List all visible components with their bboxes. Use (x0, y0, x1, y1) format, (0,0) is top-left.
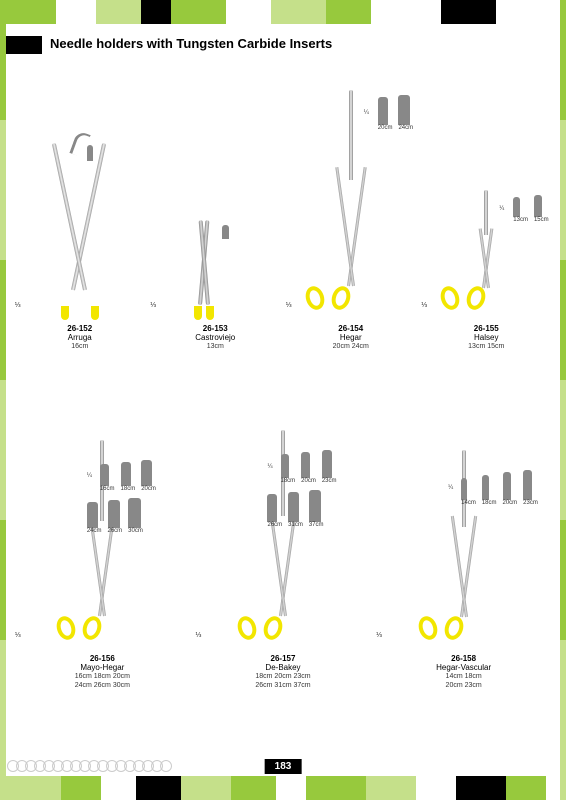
product-sizes: 16cm 18cm 20cm24cm 26cm 30cm (75, 672, 130, 690)
product-sizes: 18cm 20cm 23cm26cm 31cm 37cm (255, 672, 310, 690)
product-code: 26-152 (67, 324, 92, 333)
page-number: 183 (265, 759, 302, 774)
product-row-1: ⅓26-152Arruga16cm ⅓26-153Castroviejo13cm… (12, 70, 554, 380)
product-name: Arruga (68, 333, 92, 342)
tip-profile-inset (222, 225, 229, 239)
tip-ratio: ¼ (499, 206, 504, 212)
product-name: Hegar (340, 333, 362, 342)
instrument-illustration (192, 220, 238, 320)
product-code: 26-154 (338, 324, 363, 333)
product-code: 26-157 (271, 654, 296, 663)
scale-ratio: ⅓ (15, 632, 21, 639)
right-border (560, 0, 566, 800)
product-code: 26-153 (203, 324, 228, 333)
product-name: Hegar-Vascular (436, 663, 491, 672)
product-sizes: 20cm 24cm (333, 342, 369, 351)
product-code: 26-156 (90, 654, 115, 663)
product-name: De-Bakey (265, 663, 300, 672)
tip-profile-inset: ¼18cm20cm23cm26cm31cm37cm (267, 450, 336, 528)
tip-profile-inset: ¼13cm15cm (499, 195, 548, 223)
tip-ratio: ¼ (364, 110, 369, 116)
scale-ratio: ⅓ (150, 302, 156, 309)
tip-profile-inset: ¼16cm18cm20cm24cm26cm30cm (87, 460, 156, 534)
product-name: Halsey (474, 333, 498, 342)
product-sizes: 14cm 18cm20cm 23cm (446, 672, 482, 690)
product-26-158: ⅓ ¼14cm18cm20cm23cm 26-158Hegar-Vascular14… (376, 390, 551, 730)
tip-profile-inset (87, 145, 93, 161)
product-sizes: 13cm (207, 342, 224, 351)
tip-profile-inset: ¼14cm18cm20cm23cm (448, 470, 538, 506)
product-26-153: ⅓ 26-153Castroviejo13cm (150, 70, 280, 380)
title-accent-bar (6, 36, 42, 54)
catalog-area: ⅓26-152Arruga16cm ⅓26-153Castroviejo13cm… (12, 70, 554, 760)
decorative-circles (10, 760, 172, 772)
scale-ratio: ⅓ (15, 302, 21, 309)
product-26-155: ⅓ ¼13cm15cm 26-155Halsey13cm 15cm (421, 70, 551, 380)
bottom-decoration (6, 776, 560, 800)
product-code: 26-158 (451, 654, 476, 663)
product-sizes: 13cm 15cm (468, 342, 504, 351)
scale-ratio: ⅓ (286, 302, 292, 309)
product-name: Castroviejo (195, 333, 235, 342)
product-26-152: ⅓ 26-152Arruga16cm (15, 70, 145, 380)
product-26-154: ⅓ ¼20cm24cm 26-154Hegar20cm 24cm (286, 70, 416, 380)
top-decoration (6, 0, 560, 24)
product-26-156: ⅓ ¼16cm18cm20cm24cm26cm30cm 26-156Mayo-Heg… (15, 390, 190, 730)
product-row-2: ⅓ ¼16cm18cm20cm24cm26cm30cm 26-156Mayo-Heg… (12, 390, 554, 730)
scale-ratio: ⅓ (421, 302, 427, 309)
scale-ratio: ⅓ (376, 632, 382, 639)
page-title: Needle holders with Tungsten Carbide Ins… (50, 36, 332, 51)
tip-profile-inset: ¼20cm24cm (364, 95, 413, 131)
product-sizes: 16cm (71, 342, 88, 351)
product-26-157: ⅓ ¼18cm20cm23cm26cm31cm37cm 26-157De-Bakey… (195, 390, 370, 730)
instrument-illustration (57, 140, 103, 320)
scale-ratio: ⅓ (195, 632, 201, 639)
product-code: 26-155 (474, 324, 499, 333)
left-border (0, 0, 6, 800)
product-name: Mayo-Hegar (80, 663, 124, 672)
